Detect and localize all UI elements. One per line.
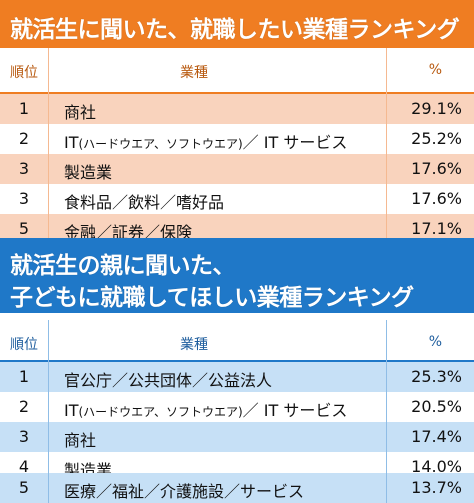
percent-cell: 25.2% [411, 129, 462, 148]
header-rank: 順位 [10, 65, 38, 81]
percent-cell: 17.4% [411, 427, 462, 446]
table-row: 5 医療／福祉／介護施設／サービス 13.7% [0, 473, 474, 503]
rank-cell: 3 [18, 427, 30, 446]
industry-cell: IT(ハードウエア、ソフトウエア)／ IT サービス [64, 133, 348, 152]
table-row: 1 商社 29.1% [0, 94, 474, 124]
header-industry: 業種 [180, 65, 208, 81]
percent-cell: 14.0% [411, 457, 462, 476]
percent-cell: 25.3% [411, 367, 462, 386]
industry-cell: 商社 [64, 431, 97, 450]
table-header: 順位 業種 % [0, 48, 474, 92]
table-header: 順位 業種 % [0, 320, 474, 364]
rank-cell: 1 [18, 99, 30, 118]
students-ranking-title: 就活生に聞いた、就職したい業種ランキング [10, 17, 460, 43]
table-row: 3 食料品／飲料／嗜好品 17.6% [0, 184, 474, 214]
percent-cell: 13.7% [411, 478, 462, 497]
rank-cell: 5 [18, 478, 30, 497]
header-rank: 順位 [10, 337, 38, 353]
header-percent: % [428, 62, 442, 78]
industry-cell: IT(ハードウエア、ソフトウエア)／ IT サービス [64, 401, 348, 420]
percent-cell: 17.6% [411, 159, 462, 178]
percent-cell: 17.1% [411, 219, 462, 238]
header-divider [0, 360, 474, 362]
table-row: 3 製造業 17.6% [0, 154, 474, 184]
students-ranking-banner: 就活生に聞いた、就職したい業種ランキング [0, 0, 474, 48]
industry-cell: 金融／証券／保険 [64, 223, 193, 242]
table-row: 2 IT(ハードウエア、ソフトウエア)／ IT サービス 20.5% [0, 392, 474, 422]
column-divider [386, 320, 387, 503]
industry-cell: 食料品／飲料／嗜好品 [64, 193, 225, 212]
column-divider [48, 320, 49, 503]
column-divider [48, 48, 49, 244]
rank-cell: 2 [18, 397, 30, 416]
parents-ranking-banner: 就活生の親に聞いた、 子どもに就職してほしい業種ランキング [0, 238, 474, 313]
percent-cell: 17.6% [411, 189, 462, 208]
rank-cell: 1 [18, 367, 30, 386]
header-percent: % [428, 334, 442, 350]
percent-cell: 29.1% [411, 99, 462, 118]
industry-cell: 製造業 [64, 163, 113, 182]
parents-ranking-title-line1: 就活生の親に聞いた、 [10, 253, 236, 279]
rank-cell: 5 [18, 219, 30, 238]
table-row: 3 商社 17.4% [0, 422, 474, 452]
rank-cell: 3 [18, 189, 30, 208]
table-row: 1 官公庁／公共団体／公益法人 25.3% [0, 362, 474, 392]
header-divider [0, 92, 474, 94]
industry-cell: 官公庁／公共団体／公益法人 [64, 371, 273, 390]
rank-cell: 3 [18, 159, 30, 178]
parents-ranking-title-line2: 子どもに就職してほしい業種ランキング [10, 285, 414, 311]
rank-cell: 2 [18, 129, 30, 148]
industry-cell: 医療／福祉／介護施設／サービス [64, 482, 305, 501]
column-divider [386, 48, 387, 244]
rank-cell: 4 [18, 457, 30, 476]
percent-cell: 20.5% [411, 397, 462, 416]
header-industry: 業種 [180, 337, 208, 353]
table-row: 2 IT(ハードウエア、ソフトウエア)／ IT サービス 25.2% [0, 124, 474, 154]
industry-cell: 商社 [64, 103, 97, 122]
